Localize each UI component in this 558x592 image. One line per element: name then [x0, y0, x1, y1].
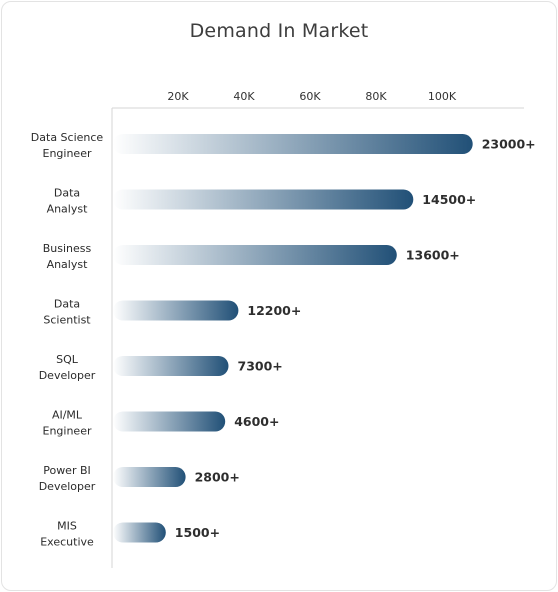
value-label: 23000+: [482, 137, 536, 152]
x-tick-label: 20K: [167, 90, 189, 103]
value-label: 7300+: [238, 359, 283, 374]
value-label: 12200+: [247, 303, 301, 318]
axes: 20K 40K 60K 80K 100K: [111, 90, 524, 568]
bar: [113, 134, 473, 154]
bar: [113, 189, 414, 210]
category-label: AI/ML Engineer: [43, 409, 92, 438]
category-label: Power BI Developer: [39, 464, 96, 493]
bar: [113, 245, 397, 265]
x-tick-label: 80K: [365, 90, 387, 103]
bar: [113, 356, 229, 376]
value-label: 13600+: [406, 248, 460, 263]
category-label: Data Science Engineer: [31, 131, 104, 160]
x-tick-label: 60K: [299, 90, 321, 103]
category-label: Data Analyst: [47, 187, 89, 216]
bar: [113, 467, 186, 487]
x-tick-label: 100K: [428, 90, 457, 103]
value-label: 4600+: [234, 414, 279, 429]
category-label: Business Analyst: [43, 242, 92, 271]
chart-title: Demand In Market: [189, 20, 369, 42]
bar: [113, 411, 226, 432]
value-label: 14500+: [422, 192, 476, 207]
x-tick-label: 40K: [233, 90, 255, 103]
category-label: Data Scientist: [43, 298, 91, 327]
bars-group: Data Science Engineer 23000+ Data Analyst 145…: [31, 131, 536, 549]
category-label: SQL Developer: [39, 353, 96, 382]
value-label: 2800+: [195, 470, 240, 485]
bar: [113, 300, 239, 321]
bar: [113, 522, 166, 543]
value-label: 1500+: [175, 525, 220, 540]
category-label: MIS Executive: [40, 520, 94, 549]
